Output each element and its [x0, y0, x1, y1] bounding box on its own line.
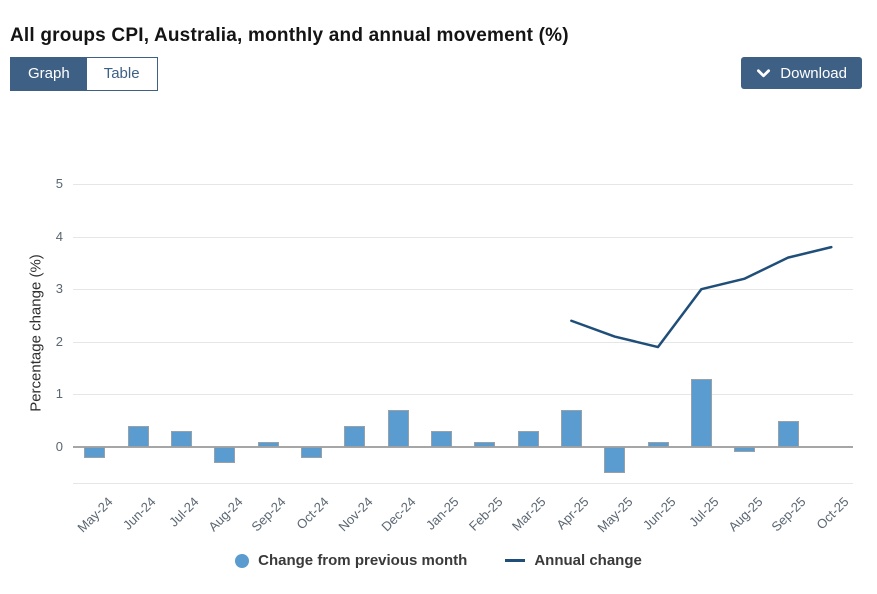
- bar-Nov-24[interactable]: [344, 425, 366, 447]
- plot-bottom-border: [73, 483, 853, 484]
- gridline: [73, 184, 853, 185]
- y-tick-label: 1: [55, 386, 63, 401]
- bar-Apr-25[interactable]: [560, 410, 582, 447]
- cpi-chart: Percentage change (%) 0 1 2 3 4 5 May-24 Jun-24…: [0, 150, 877, 550]
- gridline: [73, 342, 853, 343]
- legend-bar-label: Change from previous month: [258, 552, 468, 569]
- bar-Jun-25[interactable]: [647, 441, 669, 447]
- y-tick-label: 4: [55, 229, 63, 244]
- bar-Mar-25[interactable]: [517, 431, 539, 447]
- y-tick-label: 3: [55, 281, 63, 296]
- gridline: [73, 394, 853, 395]
- annual-change-line: [570, 245, 833, 349]
- tab-graph[interactable]: Graph: [11, 58, 87, 90]
- legend-item-monthly: Change from previous month: [235, 552, 467, 569]
- bar-Dec-24[interactable]: [387, 410, 409, 447]
- bar-Jan-25[interactable]: [430, 431, 452, 447]
- bar-Sep-24[interactable]: [257, 441, 279, 447]
- bar-Feb-25[interactable]: [474, 441, 496, 447]
- bar-Sep-25[interactable]: [777, 420, 799, 447]
- chart-legend: Change from previous month Annual change: [0, 552, 877, 569]
- download-button[interactable]: Download: [741, 57, 862, 89]
- bar-Jul-24[interactable]: [170, 431, 192, 447]
- legend-line-marker: [505, 559, 526, 562]
- bar-Jun-24[interactable]: [127, 425, 149, 447]
- bar-May-24[interactable]: [84, 447, 106, 458]
- bar-Aug-25[interactable]: [734, 447, 756, 453]
- y-tick-label: 5: [55, 176, 63, 191]
- download-label: Download: [780, 64, 847, 82]
- graph-table-toggle: Graph Table: [10, 57, 158, 91]
- zero-line: [73, 446, 853, 448]
- page-title: All groups CPI, Australia, monthly and a…: [10, 24, 569, 46]
- gridline: [73, 289, 853, 290]
- bar-May-25[interactable]: [604, 447, 626, 474]
- chevron-down-icon: [756, 67, 771, 80]
- legend-item-annual: Annual change: [505, 552, 642, 569]
- legend-bar-marker: [235, 553, 250, 568]
- legend-line-label: Annual change: [534, 552, 642, 569]
- bar-Jul-25[interactable]: [690, 378, 712, 447]
- gridline: [73, 237, 853, 238]
- bar-Aug-24[interactable]: [214, 447, 236, 463]
- y-tick-label: 2: [55, 334, 63, 349]
- y-tick-label: 0: [55, 439, 63, 454]
- tab-table[interactable]: Table: [86, 58, 157, 90]
- bar-Oct-24[interactable]: [300, 447, 322, 458]
